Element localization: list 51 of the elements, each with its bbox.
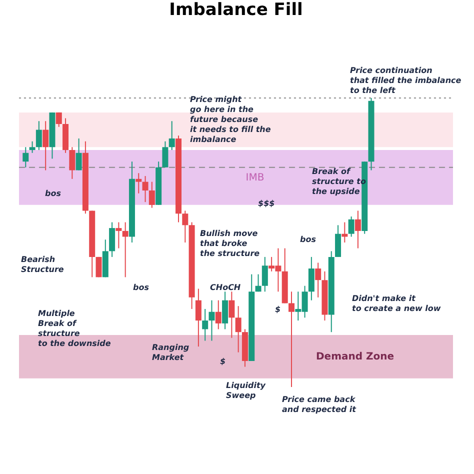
candlestick <box>222 291 228 330</box>
candlestick <box>215 300 222 330</box>
candlestick <box>122 222 128 278</box>
candlestick <box>69 146 76 180</box>
candlestick <box>168 120 175 151</box>
annotation: Bearish Structure <box>21 255 64 274</box>
candlestick <box>208 300 215 342</box>
annotation: Break of structure to the upside <box>312 167 366 196</box>
candlestick <box>235 306 242 353</box>
candlestick <box>335 224 342 258</box>
candlestick <box>56 112 62 128</box>
candlestick <box>348 216 354 238</box>
annotation: Liquidity Sweep <box>226 381 266 400</box>
candlestick <box>182 210 188 243</box>
candlestick <box>288 291 294 388</box>
candlestick <box>22 146 29 168</box>
candlestick <box>202 308 208 342</box>
annotation: Price might go here in the future because it needs to fill the imbalance <box>190 95 272 144</box>
annotation: bos <box>45 189 62 198</box>
candlestick <box>109 222 116 258</box>
candlestick <box>29 140 36 154</box>
candlestick <box>136 172 142 194</box>
annotation: bos <box>300 235 316 244</box>
candlestick <box>308 256 314 301</box>
candlestick <box>262 256 268 292</box>
candlestick <box>315 262 322 298</box>
candlestick <box>116 222 122 249</box>
annotation: Multiple Break of structure to the downside <box>38 309 112 348</box>
candlestick <box>148 181 155 208</box>
band-label: Demand Zone <box>316 352 394 363</box>
candlestick <box>162 140 168 168</box>
candlestick <box>255 274 262 292</box>
annotation: bos <box>133 283 150 292</box>
candlestick <box>354 210 361 249</box>
candlestick <box>36 120 42 151</box>
text: Price came back and respected it <box>282 395 358 414</box>
annotation: $ <box>275 305 281 314</box>
text: Price continuation that filled the imbalance to the left <box>350 66 462 95</box>
chart-title: Imbalance Fill <box>169 0 303 20</box>
band-label: IMB <box>246 172 264 184</box>
candlestick <box>228 291 235 338</box>
candlestick <box>195 288 202 348</box>
candlestick <box>142 176 148 203</box>
annotation: CHoCH <box>210 283 241 292</box>
annotation: Bullish move that broke the structure <box>200 229 260 258</box>
candlestick <box>76 138 82 171</box>
annotation: Didn't make it to create a new low <box>352 294 442 313</box>
annotation: $ <box>220 357 226 366</box>
candlestick <box>42 120 49 171</box>
annotation: Ranging Market <box>152 343 190 362</box>
annotation: $$$ <box>258 199 276 208</box>
